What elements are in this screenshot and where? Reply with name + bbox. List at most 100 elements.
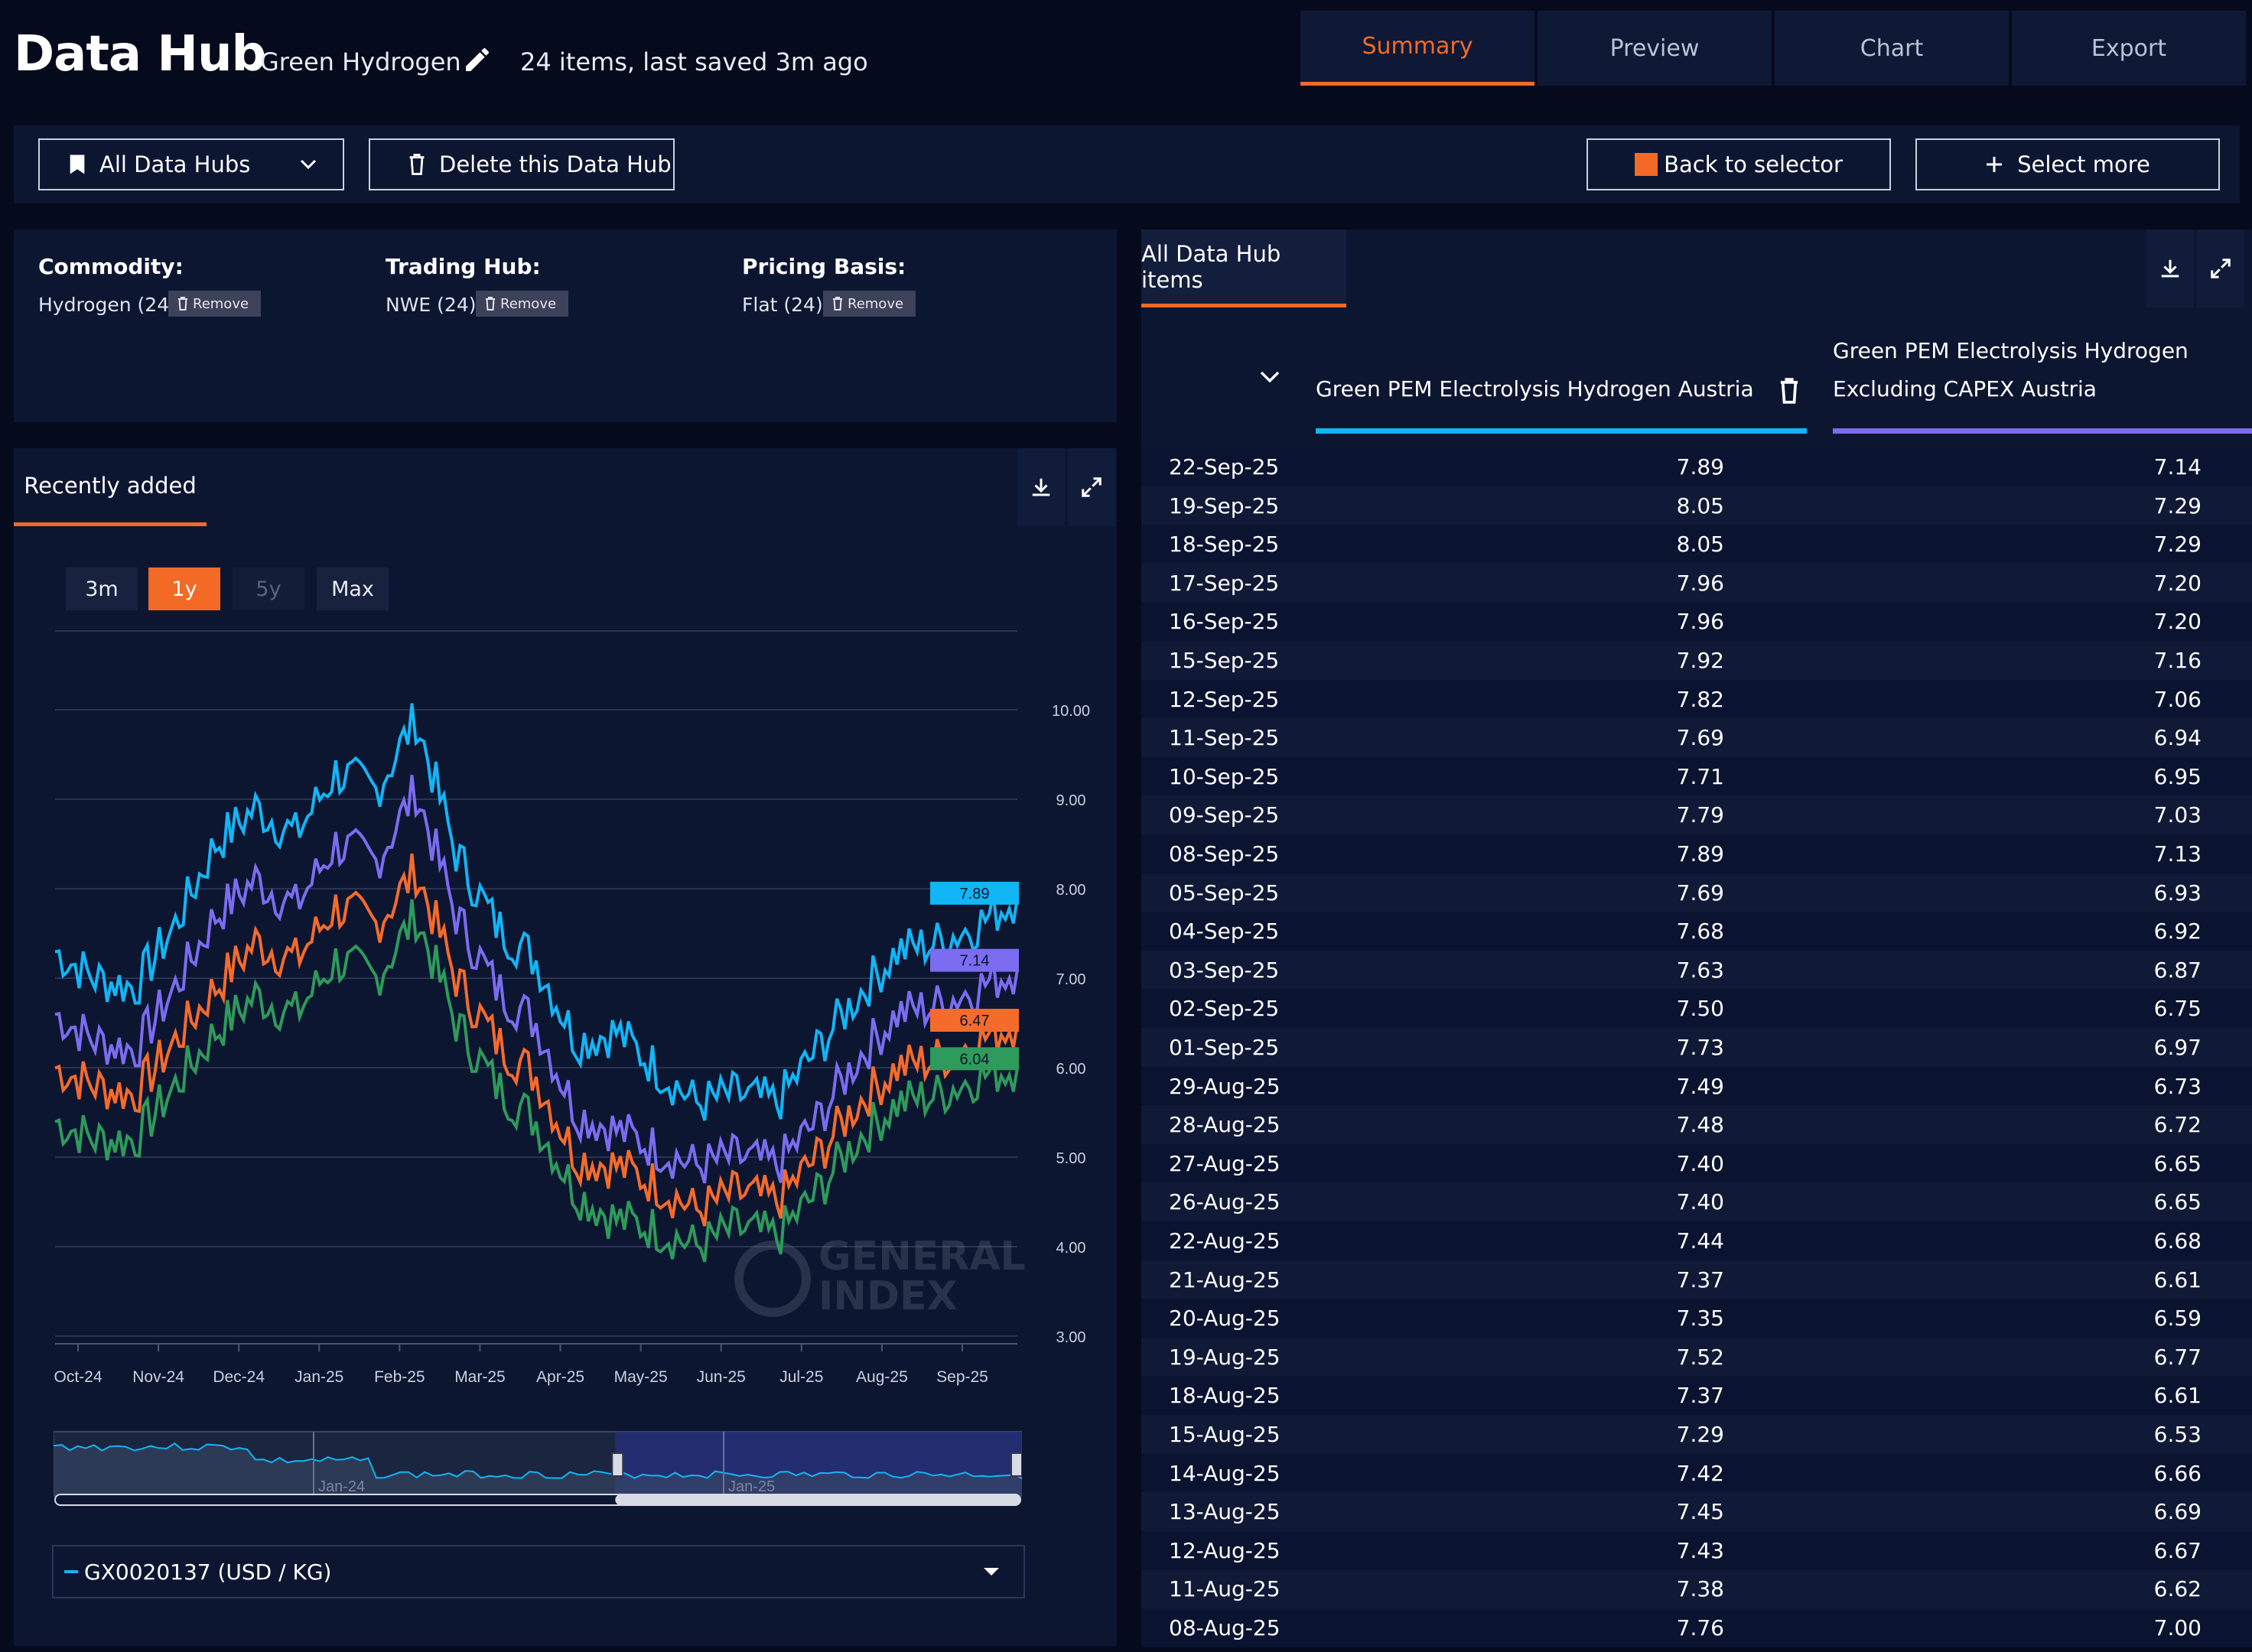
row-value-2: 6.68 (2153, 1228, 2202, 1254)
remove-label: Remove (500, 295, 557, 312)
range-1y-button[interactable]: 1y (148, 567, 220, 610)
tab-preview[interactable]: Preview (1538, 11, 1772, 86)
row-value-1: 7.82 (1676, 686, 1724, 712)
x-tick-label: Jul-25 (779, 1368, 823, 1386)
navigator-label: Jan-24 (318, 1478, 365, 1495)
commodity-value: Hydrogen (24) (38, 294, 177, 316)
row-value-2: 6.66 (2153, 1460, 2202, 1486)
y-tick-label: 5.00 (1056, 1150, 1086, 1167)
select-more-button[interactable]: Select more (1915, 138, 2220, 190)
row-value-2: 6.59 (2153, 1306, 2202, 1332)
pricing-basis-remove-button[interactable]: Remove (823, 291, 916, 317)
row-value-2: 6.61 (2153, 1383, 2202, 1409)
tab-all-data-hub-items[interactable]: All Data Hub items (1141, 229, 1346, 307)
row-value-1: 8.05 (1676, 532, 1724, 558)
row-value-1: 7.38 (1676, 1576, 1724, 1602)
commodity-remove-button[interactable]: Remove (168, 291, 262, 317)
price-line-chart[interactable]: 10.00 9.00 8.00 7.00 6.00 5.00 4.00 3.00 Oct-24 N… (31, 620, 1117, 1392)
hub-name: Green Hydrogen (260, 47, 461, 76)
chevron-down-icon[interactable] (1259, 370, 1281, 387)
tab-chart[interactable]: Chart (1775, 11, 2009, 86)
table-row: 08-Sep-25 7.89 7.13 (1141, 834, 2252, 873)
download-icon[interactable] (1017, 448, 1065, 526)
trash-icon[interactable] (1779, 378, 1799, 407)
row-date: 03-Sep-25 (1169, 957, 1280, 983)
y-tick-label: 9.00 (1056, 792, 1086, 809)
range-navigator[interactable]: Jan-24 Jan-25 (54, 1430, 1022, 1507)
row-value-1: 7.35 (1676, 1306, 1724, 1332)
pencil-icon[interactable] (462, 44, 493, 75)
row-value-1: 7.68 (1676, 919, 1724, 945)
save-status: 24 items, last saved 3m ago (520, 47, 868, 76)
navigator-handle[interactable] (611, 1452, 624, 1477)
row-value-2: 7.20 (2153, 570, 2202, 596)
row-date: 08-Sep-25 (1169, 841, 1280, 867)
table-row: 12-Aug-25 7.43 6.67 (1141, 1530, 2252, 1570)
row-value-2: 6.75 (2153, 996, 2202, 1022)
row-date: 22-Aug-25 (1169, 1228, 1281, 1254)
row-date: 13-Aug-25 (1169, 1499, 1281, 1525)
y-tick-label: 6.00 (1056, 1061, 1086, 1078)
last-value-label: 7.14 (960, 953, 990, 970)
remove-label: Remove (193, 295, 249, 312)
navigator-area (54, 1443, 1022, 1496)
commodity-label: Commodity: (38, 254, 184, 279)
row-value-2: 6.65 (2153, 1150, 2202, 1176)
table-row: 05-Sep-25 7.69 6.93 (1141, 873, 2252, 912)
x-tick-label: Apr-25 (536, 1368, 584, 1386)
back-to-selector-button[interactable]: Back to selector (1586, 138, 1891, 190)
row-value-2: 6.65 (2153, 1189, 2202, 1215)
row-value-2: 6.92 (2153, 919, 2202, 945)
row-value-1: 7.37 (1676, 1267, 1724, 1293)
row-value-1: 7.73 (1676, 1035, 1724, 1060)
column-header-1: Green PEM Electrolysis Hydrogen Austria (1316, 376, 1754, 402)
all-data-hubs-dropdown[interactable]: All Data Hubs (38, 138, 344, 190)
tab-summary[interactable]: Summary (1300, 11, 1534, 86)
expand-icon[interactable] (2197, 229, 2244, 307)
row-date: 28-Aug-25 (1169, 1112, 1281, 1138)
row-value-1: 7.49 (1676, 1073, 1724, 1099)
row-value-1: 7.96 (1676, 570, 1724, 596)
trash-icon (178, 297, 187, 311)
row-value-1: 7.50 (1676, 996, 1724, 1022)
range-max-button[interactable]: Max (317, 567, 389, 610)
row-date: 18-Sep-25 (1169, 532, 1280, 558)
trash-icon (833, 297, 842, 311)
expand-icon[interactable] (1068, 448, 1115, 526)
row-date: 20-Aug-25 (1169, 1306, 1281, 1332)
row-value-2: 6.87 (2153, 957, 2202, 983)
row-value-2: 6.72 (2153, 1112, 2202, 1138)
navigator-scrollbar-thumb[interactable] (615, 1494, 1020, 1505)
svg-text:INDEX: INDEX (818, 1273, 958, 1319)
row-date: 11-Aug-25 (1169, 1576, 1281, 1602)
tab-recently-added[interactable]: Recently added (14, 448, 207, 526)
tab-export[interactable]: Export (2012, 11, 2246, 86)
table-row: 20-Aug-25 7.35 6.59 (1141, 1299, 2252, 1338)
series-select[interactable]: GX0020137 (USD / KG) (52, 1545, 1025, 1598)
download-icon[interactable] (2146, 229, 2194, 307)
row-value-1: 7.43 (1676, 1537, 1724, 1563)
row-value-1: 7.92 (1676, 648, 1724, 673)
trading-hub-remove-button[interactable]: Remove (476, 291, 569, 317)
navigator-label: Jan-25 (728, 1478, 775, 1495)
table-row: 18-Aug-25 7.37 6.61 (1141, 1376, 2252, 1416)
navigator-handle[interactable] (1010, 1452, 1022, 1477)
table-row: 29-Aug-25 7.49 6.73 (1141, 1066, 2252, 1106)
delete-hub-button[interactable]: Delete this Data Hub (369, 138, 675, 190)
page-title: Data Hub (14, 26, 266, 83)
row-value-1: 7.42 (1676, 1460, 1724, 1486)
row-value-1: 7.69 (1676, 725, 1724, 751)
range-3m-button[interactable]: 3m (66, 567, 138, 610)
table-row: 04-Sep-25 7.68 6.92 (1141, 912, 2252, 951)
table-row: 26-Aug-25 7.40 6.65 (1141, 1182, 2252, 1222)
row-date: 22-Sep-25 (1169, 454, 1280, 480)
filter-panel (14, 229, 1117, 422)
navigator-line (54, 1442, 1022, 1479)
row-value-1: 7.69 (1676, 880, 1724, 906)
table-row: 16-Sep-25 7.96 7.20 (1141, 602, 2252, 642)
table-row: 28-Aug-25 7.48 6.72 (1141, 1105, 2252, 1145)
y-tick-label: 3.00 (1056, 1329, 1086, 1346)
row-date: 10-Sep-25 (1169, 763, 1280, 789)
trash-icon (408, 154, 425, 175)
